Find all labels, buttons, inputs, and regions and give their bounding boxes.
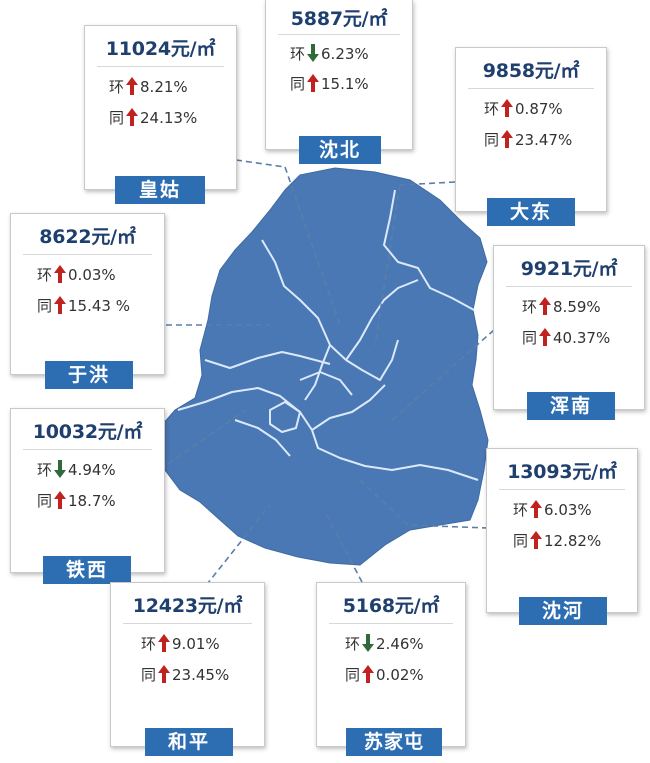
mom-row: 环 9.01% [141, 634, 220, 653]
yoy-row: 同 24.13% [109, 108, 198, 127]
up-arrow-icon [126, 77, 139, 95]
district-label-heping: 和平 [145, 728, 233, 756]
yoy-value: 15.43 % [68, 297, 130, 315]
price-value: 11024元/㎡ [105, 38, 216, 60]
mom-row: 环 4.94% [37, 460, 116, 479]
yoy-value: 15.1% [321, 75, 369, 93]
yoy-value: 23.47% [515, 131, 573, 149]
district-label-yuhong: 于洪 [45, 361, 133, 389]
up-arrow-icon [539, 297, 552, 315]
up-arrow-icon [539, 328, 552, 346]
up-arrow-icon [158, 665, 171, 683]
mom-row: 环 8.59% [522, 297, 601, 316]
yoy-value: 0.02% [376, 666, 424, 684]
mom-row: 环 0.03% [37, 265, 116, 284]
mom-row: 环 6.03% [513, 500, 592, 519]
price-value: 12423元/㎡ [132, 595, 243, 617]
mom-value: 2.46% [376, 635, 424, 653]
mom-row: 环 2.46% [345, 634, 424, 653]
price-value: 9921元/㎡ [520, 258, 618, 280]
divider [468, 88, 594, 89]
divider [23, 254, 152, 255]
price-value: 8622元/㎡ [39, 226, 136, 248]
yoy-row: 同 23.47% [484, 130, 573, 149]
district-card-tiexi: 10032元/㎡ 环 4.94% 同 18.7% [10, 408, 165, 573]
up-arrow-icon [54, 265, 67, 283]
mom-row: 环 0.87% [484, 99, 563, 118]
up-arrow-icon [126, 108, 139, 126]
divider [23, 449, 152, 450]
district-card-dadong: 9858元/㎡ 环 0.87% 同 23.47% [455, 47, 607, 212]
mom-value: 6.23% [321, 45, 369, 63]
mom-row: 环 6.23% [290, 44, 369, 63]
price-value: 5168元/㎡ [342, 595, 440, 617]
mom-value: 4.94% [68, 461, 116, 479]
mom-value: 6.03% [544, 501, 592, 519]
divider [278, 34, 400, 35]
divider [506, 286, 632, 287]
up-arrow-icon [158, 634, 171, 652]
district-card-hunnan: 9921元/㎡ 环 8.59% 同 40.37% [493, 245, 645, 410]
up-arrow-icon [54, 296, 67, 314]
district-label-huanggu: 皇姑 [115, 176, 205, 204]
mom-row: 环 8.21% [109, 77, 188, 96]
up-arrow-icon [362, 665, 375, 683]
up-arrow-icon [530, 531, 543, 549]
leader-lines [159, 159, 495, 594]
city-outline [157, 167, 489, 566]
divider [329, 623, 453, 624]
district-card-huanggu: 11024元/㎡ 环 8.21% 同 24.13% [84, 25, 237, 190]
yoy-value: 12.82% [544, 532, 602, 550]
district-card-heping: 12423元/㎡ 环 9.01% 同 23.45% [110, 582, 265, 747]
district-card-shenbei: 5887元/㎡ 环 6.23% 同 15.1% [265, 0, 413, 150]
district-label-hunnan: 浑南 [527, 392, 615, 420]
mom-value: 0.03% [68, 266, 116, 284]
district-card-yuhong: 8622元/㎡ 环 0.03% 同 15.43 % [10, 213, 165, 375]
district-label-tiexi: 铁西 [43, 556, 131, 584]
mom-value: 8.59% [553, 298, 601, 316]
yoy-row: 同 12.82% [513, 531, 602, 550]
yoy-row: 同 15.43 % [37, 296, 130, 315]
district-label-shenhe: 沈河 [519, 597, 607, 625]
district-borders [177, 189, 479, 481]
up-arrow-icon [54, 491, 67, 509]
price-value: 10032元/㎡ [32, 421, 143, 443]
down-arrow-icon [54, 460, 67, 478]
up-arrow-icon [530, 500, 543, 518]
up-arrow-icon [307, 74, 320, 92]
yoy-value: 24.13% [140, 109, 198, 127]
yoy-value: 23.45% [172, 666, 230, 684]
divider [123, 623, 252, 624]
district-card-shenhe: 13093元/㎡ 环 6.03% 同 12.82% [486, 448, 638, 613]
yoy-row: 同 15.1% [290, 74, 369, 93]
divider [97, 66, 224, 67]
price-value: 13093元/㎡ [507, 461, 617, 483]
yoy-row: 同 0.02% [345, 665, 424, 684]
up-arrow-icon [501, 99, 514, 117]
yoy-row: 同 23.45% [141, 665, 230, 684]
yoy-row: 同 40.37% [522, 328, 611, 347]
district-label-shenbei: 沈北 [299, 136, 381, 164]
price-value: 9858元/㎡ [482, 60, 580, 82]
down-arrow-icon [362, 634, 375, 652]
district-label-sujiatun: 苏家屯 [346, 728, 442, 756]
mom-value: 9.01% [172, 635, 220, 653]
down-arrow-icon [307, 44, 320, 62]
price-value: 5887元/㎡ [290, 8, 388, 30]
district-card-sujiatun: 5168元/㎡ 环 2.46% 同 0.02% [316, 582, 466, 747]
divider [499, 489, 625, 490]
mom-value: 8.21% [140, 78, 188, 96]
mom-value: 0.87% [515, 100, 563, 118]
yoy-row: 同 18.7% [37, 491, 116, 510]
district-label-dadong: 大东 [487, 198, 575, 226]
yoy-value: 40.37% [553, 329, 611, 347]
up-arrow-icon [501, 130, 514, 148]
yoy-value: 18.7% [68, 492, 116, 510]
